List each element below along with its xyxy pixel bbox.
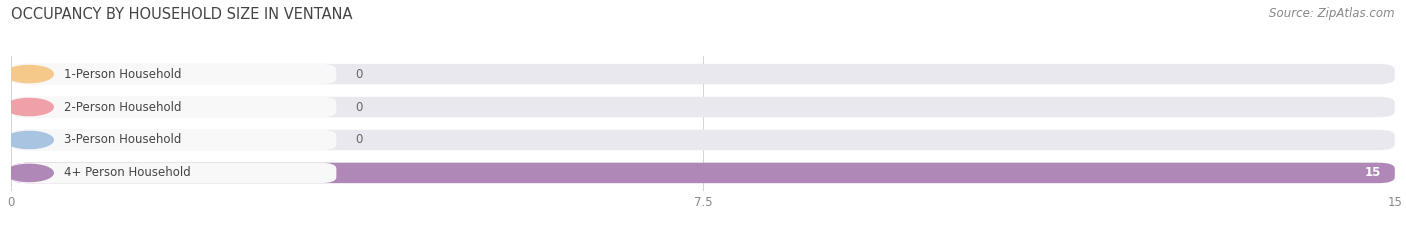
Text: 15: 15 bbox=[1365, 166, 1381, 179]
FancyBboxPatch shape bbox=[11, 64, 336, 84]
Text: Source: ZipAtlas.com: Source: ZipAtlas.com bbox=[1270, 7, 1395, 20]
Text: 1-Person Household: 1-Person Household bbox=[65, 68, 181, 81]
Text: 0: 0 bbox=[354, 100, 363, 113]
Text: 4+ Person Household: 4+ Person Household bbox=[65, 166, 191, 179]
Text: 0: 0 bbox=[354, 134, 363, 147]
Circle shape bbox=[6, 131, 53, 149]
Text: 0: 0 bbox=[354, 68, 363, 81]
FancyBboxPatch shape bbox=[11, 163, 1395, 183]
Text: 3-Person Household: 3-Person Household bbox=[65, 134, 181, 147]
FancyBboxPatch shape bbox=[11, 130, 1395, 150]
Text: 2-Person Household: 2-Person Household bbox=[65, 100, 181, 113]
FancyBboxPatch shape bbox=[11, 163, 1395, 183]
FancyBboxPatch shape bbox=[11, 97, 1395, 117]
Circle shape bbox=[6, 65, 53, 83]
FancyBboxPatch shape bbox=[11, 163, 336, 183]
FancyBboxPatch shape bbox=[11, 64, 1395, 84]
Circle shape bbox=[6, 164, 53, 182]
FancyBboxPatch shape bbox=[11, 97, 336, 117]
Text: OCCUPANCY BY HOUSEHOLD SIZE IN VENTANA: OCCUPANCY BY HOUSEHOLD SIZE IN VENTANA bbox=[11, 7, 353, 22]
Circle shape bbox=[6, 98, 53, 116]
FancyBboxPatch shape bbox=[11, 130, 336, 150]
